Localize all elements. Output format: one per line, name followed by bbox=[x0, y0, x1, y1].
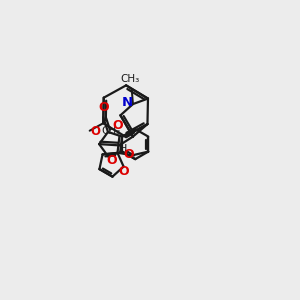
Text: N: N bbox=[122, 96, 133, 110]
Text: O: O bbox=[118, 165, 129, 178]
Text: O: O bbox=[123, 148, 134, 161]
Text: CH₃: CH₃ bbox=[101, 126, 121, 136]
Text: O: O bbox=[106, 154, 117, 167]
Text: O: O bbox=[91, 125, 100, 138]
Text: O: O bbox=[113, 119, 123, 132]
Text: O: O bbox=[98, 101, 109, 114]
Text: H: H bbox=[118, 144, 127, 154]
Text: CH₃: CH₃ bbox=[121, 74, 140, 84]
